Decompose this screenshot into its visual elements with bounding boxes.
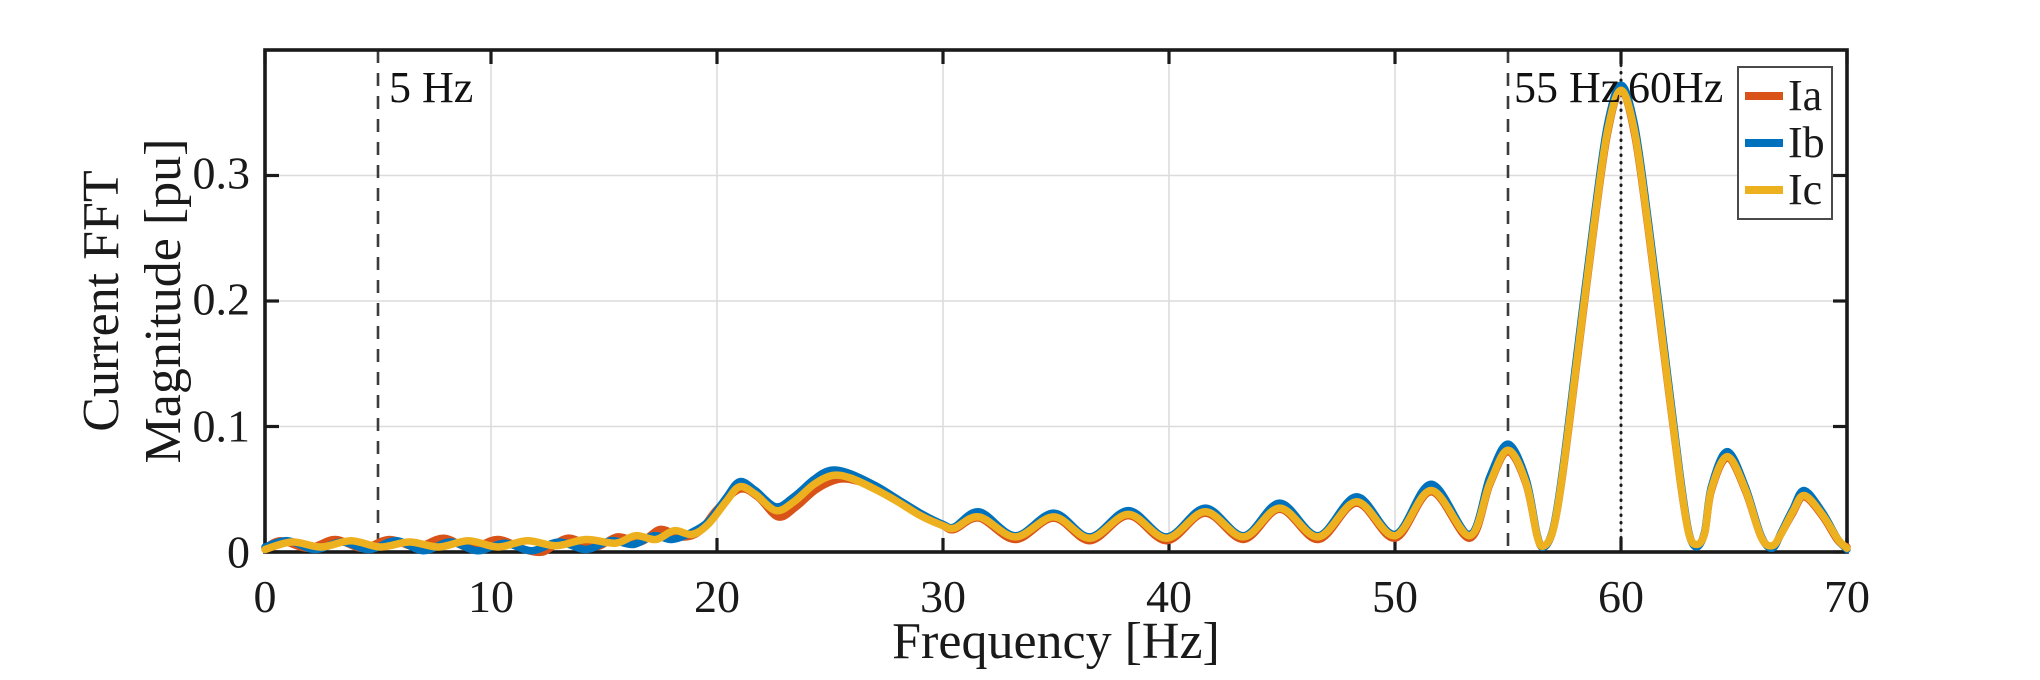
y-tick-label: 0.3 [192,147,251,199]
x-tick-label: 0 [253,571,277,622]
series-curve-Ib [261,81,1851,555]
legend-swatch-ia-icon [1745,91,1783,100]
x-tick-label: 40 [1146,571,1192,622]
legend: Ia Ib Ic [1737,66,1833,220]
legend-entry-ic: Ic [1745,168,1827,212]
legend-swatch-ic-icon [1745,186,1783,195]
y-axis-label-line2: Magnitude [pu] [135,138,192,464]
x-tick-label: 20 [694,571,740,622]
annotation-5hz-label: 5 Hz [389,63,474,112]
x-tick-label: 50 [1372,571,1418,622]
legend-label-ib: Ib [1788,117,1825,167]
y-tick-label: 0 [227,526,250,578]
legend-entry-ib: Ib [1745,117,1827,167]
series-curve-Ia [261,86,1851,557]
series-curve-Ic [261,86,1851,554]
x-tick-label: 10 [468,571,514,622]
x-axis-label: Frequency [Hz] [892,613,1220,670]
y-tick-label: 0.2 [192,273,251,325]
x-tick-label: 30 [920,571,966,622]
legend-label-ic: Ic [1788,165,1823,215]
x-tick-label: 60 [1598,571,1644,622]
annotation-60hz-label: 60Hz [1628,63,1724,112]
y-tick-label: 0.1 [192,400,251,452]
annotation-55hz-label: 55 Hz [1514,63,1621,112]
legend-label-ia: Ia [1788,70,1823,120]
y-axis-label: Current FFT Magnitude [pu] [71,139,195,464]
x-tick-label: 70 [1824,571,1870,622]
y-axis-label-line1: Current FFT [73,170,130,432]
legend-entry-ia: Ia [1745,70,1827,120]
legend-swatch-ib-icon [1745,138,1783,147]
